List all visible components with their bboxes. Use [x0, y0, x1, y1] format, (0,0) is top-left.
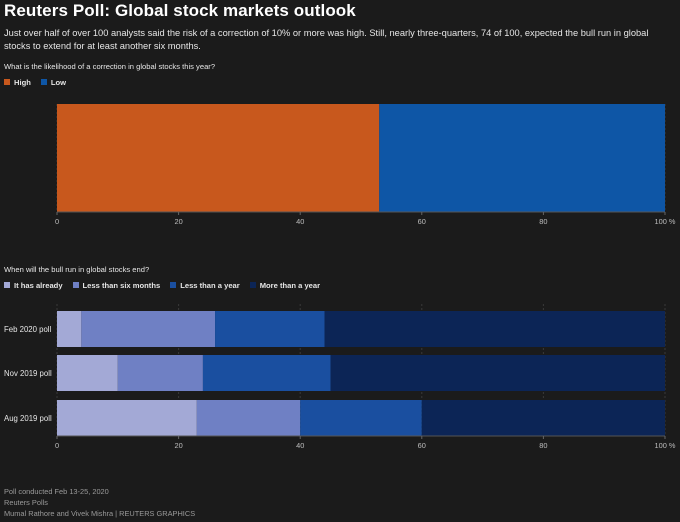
- bullrun-legend-item: Less than six months: [72, 280, 161, 290]
- bullrun-bar-segment: [81, 311, 216, 347]
- bullrun-bar-segment: [330, 355, 665, 391]
- chart-subtitle: Just over half of over 100 analysts said…: [4, 28, 649, 51]
- correction-x-tick-label: 100 %: [655, 217, 676, 226]
- bullrun-legend-label: More than a year: [259, 280, 321, 290]
- bullrun-bar-segment: [196, 400, 301, 436]
- correction-legend-label: High: [14, 77, 31, 87]
- footer-poll-dates: Poll conducted Feb 13-25, 2020: [4, 487, 109, 496]
- bullrun-bar-segment: [215, 311, 325, 347]
- correction-legend-label: Low: [50, 77, 67, 87]
- correction-x-tick-label: 60: [418, 217, 426, 226]
- bullrun-x-tick-label: 40: [296, 441, 304, 450]
- correction-legend-swatch: [4, 79, 10, 85]
- bullrun-x-tick-label: 80: [539, 441, 547, 450]
- bullrun-bar-segment: [57, 400, 197, 436]
- bullrun-bar-segment: [57, 355, 118, 391]
- question-2: When will the bull run in global stocks …: [4, 265, 150, 274]
- bullrun-bar-segment: [117, 355, 203, 391]
- bullrun-x-tick-label: 60: [418, 441, 426, 450]
- correction-legend-item: Low: [40, 77, 67, 87]
- bullrun-bar-segment: [57, 311, 82, 347]
- correction-x-tick-label: 0: [55, 217, 59, 226]
- bullrun-legend-item: It has already: [4, 281, 63, 290]
- bullrun-legend-item: Less than a year: [170, 281, 240, 290]
- bullrun-bar-segment: [324, 311, 665, 347]
- correction-legend-item: High: [4, 78, 31, 87]
- correction-x-tick-label: 20: [174, 217, 182, 226]
- bullrun-x-tick-label: 0: [55, 441, 59, 450]
- correction-legend-swatch: [40, 79, 47, 85]
- correction-x-tick-label: 40: [296, 217, 304, 226]
- bullrun-legend-label: It has already: [14, 280, 63, 290]
- bullrun-legend-swatch: [72, 282, 79, 288]
- bullrun-legend-label: Less than six months: [82, 280, 161, 290]
- bullrun-category-label: Aug 2019 poll: [4, 414, 52, 423]
- bullrun-legend-label: Less than a year: [180, 280, 240, 290]
- chart-title: Reuters Poll: Global stock markets outlo…: [4, 1, 356, 20]
- correction-bar-segment: [379, 104, 665, 212]
- bullrun-x-tick-label: 100 %: [655, 441, 676, 450]
- bullrun-bar-segment: [202, 355, 331, 391]
- bullrun-x-tick-label: 20: [174, 441, 182, 450]
- bullrun-bar-segment: [300, 400, 422, 436]
- legend-2: It has already Less than six months Less t…: [4, 279, 320, 291]
- bullrun-category-label: Nov 2019 poll: [4, 369, 52, 378]
- footer-credits: Mumal Rathore and Vivek Mishra | REUTERS…: [4, 509, 196, 518]
- question-1: What is the likelihood of a correction i…: [4, 62, 216, 71]
- correction-x-tick-label: 80: [539, 217, 547, 226]
- bullrun-category-label: Feb 2020 poll: [4, 325, 52, 334]
- bullrun-legend-item: More than a year: [249, 280, 321, 290]
- bullrun-legend-swatch: [170, 282, 177, 288]
- bullrun-bar-segment: [421, 400, 665, 436]
- bullrun-legend-swatch: [4, 282, 10, 288]
- correction-bar-segment: [57, 104, 380, 212]
- legend-1: High Low: [4, 76, 66, 88]
- footer-source: Reuters Polls: [4, 498, 48, 507]
- bullrun-legend-swatch: [249, 282, 256, 288]
- footer: Poll conducted Feb 13-25, 2020 Reuters P…: [4, 486, 195, 519]
